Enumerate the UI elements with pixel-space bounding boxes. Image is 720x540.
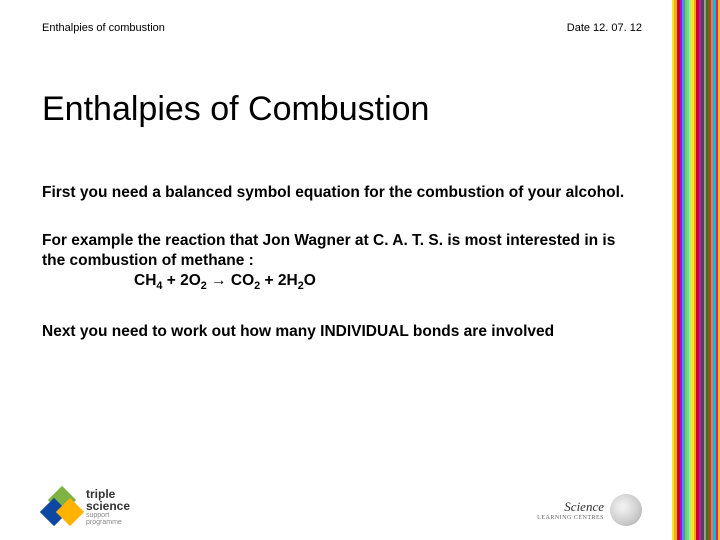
eq-ch: CH xyxy=(134,272,156,289)
logo-line-programme: programme xyxy=(86,519,130,526)
para2-text: For example the reaction that Jon Wagner… xyxy=(42,232,615,269)
header-date: Date 12. 07. 12 xyxy=(567,22,642,34)
logo-line-science: science xyxy=(86,500,130,512)
paragraph-3: Next you need to work out how many INDIV… xyxy=(42,322,642,342)
footer: triple science support programme Science… xyxy=(42,488,642,526)
science-name: Science xyxy=(564,499,604,514)
science-learning-text: Science LEARNING CENTRES xyxy=(537,499,604,521)
science-sub: LEARNING CENTRES xyxy=(537,515,604,521)
header-topic: Enthalpies of combustion xyxy=(42,22,165,34)
side-color-stripes xyxy=(672,0,720,540)
triple-science-icon xyxy=(42,488,80,526)
nautilus-icon xyxy=(610,494,642,526)
body-text: First you need a balanced symbol equatio… xyxy=(42,183,642,342)
slide-content: Enthalpies of combustion Date 12. 07. 12… xyxy=(42,0,642,342)
eq-h2o: + 2H xyxy=(260,272,297,289)
header-row: Enthalpies of combustion Date 12. 07. 12 xyxy=(42,0,642,34)
paragraph-2: For example the reaction that Jon Wagner… xyxy=(42,231,642,293)
triple-science-logo: triple science support programme xyxy=(42,488,130,526)
page-title: Enthalpies of Combustion xyxy=(42,90,642,129)
eq-o2: + 2O xyxy=(162,272,200,289)
triple-science-text: triple science support programme xyxy=(86,488,130,526)
eq-tail: O xyxy=(304,272,316,289)
chemical-equation: CH4 + 2O2 → CO2 + 2H2O xyxy=(42,272,316,289)
paragraph-1: First you need a balanced symbol equatio… xyxy=(42,183,642,203)
science-learning-logo: Science LEARNING CENTRES xyxy=(537,494,642,526)
logo-line-support: support xyxy=(86,512,130,519)
eq-co2: → CO xyxy=(207,272,254,289)
